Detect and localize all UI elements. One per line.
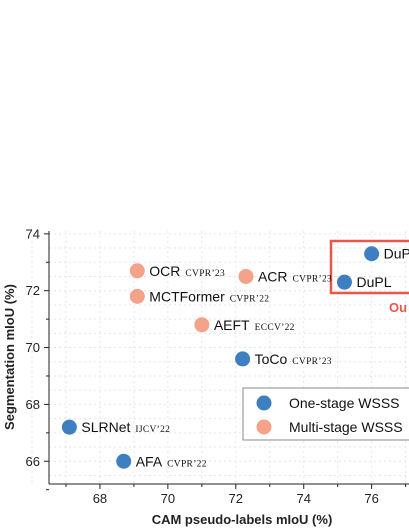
point-venue: IJCV’22 [135,425,170,435]
point-aeft [194,317,210,333]
y-axis-title: Segmentation mIoU (%) [2,284,17,430]
point-label-acr: ACR CVPR’23 [258,268,332,284]
x-tick-label: 72 [229,491,243,506]
point-label-toco: ToCo CVPR’23 [255,351,332,367]
y-tick-label: 74 [26,226,40,241]
legend-marker-multi-stage [256,419,272,435]
y-tick-label: 72 [26,283,40,298]
point-name: AEFT [214,317,250,333]
legend-label-multi-stage: Multi-stage WSSS [289,419,403,435]
highlight-label: Ou [389,300,407,315]
point-venue: CVPR’22 [167,459,207,469]
point-label-mctformer: MCTFormer CVPR’22 [149,288,269,304]
point-name: MCTFormer [149,288,225,304]
point-label-aeft: AEFT ECCV’22 [214,317,295,333]
legend: One-stage WSSS Multi-stage WSSS [242,387,409,441]
point-name: DuPL [356,274,391,290]
point-name: OCR [149,263,180,279]
point-name: DuP [384,246,409,262]
point-venue: CVPR’23 [292,357,332,367]
legend-label-one-stage: One-stage WSSS [289,395,400,411]
tick-marks: 68 70 72 74 76 66 68 70 72 74 [26,226,407,506]
x-axis-title: CAM pseudo-labels mIoU (%) [152,512,333,527]
point-name: AFA [136,453,163,469]
data-points: DuP DuPL OCR CVPR’23 ACR CVPR’23 MCTFormer CVPR… [61,246,409,469]
point-name: ACR [258,268,288,284]
point-name: SLRNet [81,419,130,435]
highlight-box [329,239,409,295]
point-label-ocr: OCR CVPR’23 [149,263,225,279]
x-tick-label: 70 [161,491,175,506]
point-venue: ECCV’22 [255,323,295,333]
legend-marker-one-stage [256,395,272,411]
point-venue: CVPR’22 [230,294,270,304]
point-label-afa: AFA CVPR’22 [136,453,207,469]
point-venue: CVPR’23 [185,269,225,279]
point-dup [364,246,380,262]
y-tick-label: 70 [26,340,40,355]
x-tick-label: 76 [364,491,378,506]
point-name: ToCo [255,351,288,367]
point-dupl [336,274,352,290]
point-label-dup: DuP [384,246,409,262]
axes [48,231,409,485]
point-label-slrnet: SLRNet IJCV’22 [81,419,170,435]
point-ocr [129,263,145,279]
y-tick-label: 66 [26,454,40,469]
point-afa [116,453,132,469]
point-toco [235,351,251,367]
point-venue: CVPR’23 [293,274,333,284]
point-label-dupl: DuPL [356,274,391,290]
point-acr [238,268,254,284]
x-tick-label: 74 [296,491,310,506]
x-tick-label: 68 [93,491,107,506]
legend-box [242,387,409,441]
point-slrnet [61,419,77,435]
y-tick-label: 68 [26,397,40,412]
point-mctformer [129,288,145,304]
